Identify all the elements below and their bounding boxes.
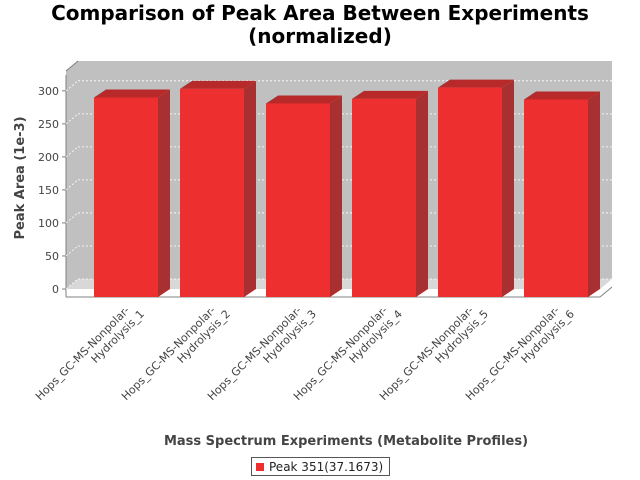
y-tick-label: 50: [45, 250, 59, 263]
bar-top: [266, 95, 342, 104]
legend-label: Peak 351(37.1673): [269, 459, 384, 474]
bar: [438, 87, 502, 297]
gridline-depth: [65, 245, 79, 257]
bar: [524, 99, 588, 297]
chart-title: Comparison of Peak Area Between Experime…: [0, 2, 640, 48]
bar: [180, 88, 244, 297]
bar-top: [524, 91, 600, 100]
legend: Peak 351(37.1673): [251, 457, 391, 476]
chart-title-line-1: Comparison of Peak Area Between Experime…: [51, 1, 589, 25]
y-axis-label: Peak Area (1e-3): [13, 116, 28, 239]
y-tick-label: 200: [38, 151, 59, 164]
bar-side: [416, 90, 428, 298]
bar-side: [244, 80, 256, 297]
gridline-depth: [65, 278, 79, 290]
y-tick-label: 100: [38, 217, 59, 230]
x-axis-depth-line: [599, 286, 613, 298]
y-tick-label: 300: [38, 85, 59, 98]
bar-side: [502, 79, 514, 297]
bar: [94, 97, 158, 297]
gridline-depth: [65, 146, 79, 158]
y-tick-label: 250: [38, 118, 59, 131]
gridline-depth: [65, 212, 79, 224]
bar-top: [94, 89, 170, 98]
bar-top: [352, 90, 428, 99]
legend-swatch: [256, 462, 264, 471]
y-tick-label: 0: [52, 283, 59, 296]
bar: [266, 103, 330, 298]
x-axis-label: Mass Spectrum Experiments (Metabolite Pr…: [164, 434, 528, 449]
gridline-depth: [65, 113, 79, 125]
bar: [352, 98, 416, 298]
y-tick-label: 150: [38, 184, 59, 197]
chart-title-line-2: (normalized): [248, 24, 392, 48]
bar-side: [158, 89, 170, 297]
gridline-depth: [65, 80, 79, 92]
bar-side: [588, 91, 600, 297]
bar-side: [330, 95, 342, 298]
y-axis-depth-line: [65, 60, 79, 72]
x-tick-label-line: Hops_GC-MS-Nonpolar-: [33, 304, 132, 403]
bar-top: [438, 79, 514, 88]
bar-top: [180, 80, 256, 89]
gridline-depth: [65, 179, 79, 191]
